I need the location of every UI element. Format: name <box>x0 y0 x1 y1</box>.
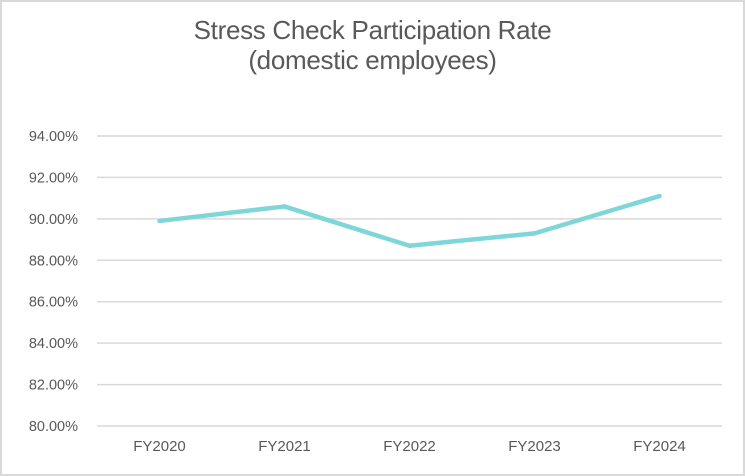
x-tick-label: FY2020 <box>133 438 186 455</box>
x-tick-label: FY2022 <box>383 438 436 455</box>
x-tick-label: FY2021 <box>258 438 311 455</box>
y-tick-label: 90.00% <box>29 212 78 228</box>
y-tick-label: 88.00% <box>29 253 78 269</box>
y-tick-label: 84.00% <box>29 336 78 352</box>
y-tick-label: 92.00% <box>29 170 78 186</box>
y-tick-label: 80.00% <box>29 419 78 435</box>
y-tick-label: 82.00% <box>29 378 78 394</box>
data-series-line <box>157 193 662 249</box>
x-tick-label: FY2024 <box>633 438 686 455</box>
y-tick-label: 94.00% <box>29 129 78 145</box>
x-tick-label: FY2023 <box>508 438 561 455</box>
y-tick-label: 86.00% <box>29 295 78 311</box>
